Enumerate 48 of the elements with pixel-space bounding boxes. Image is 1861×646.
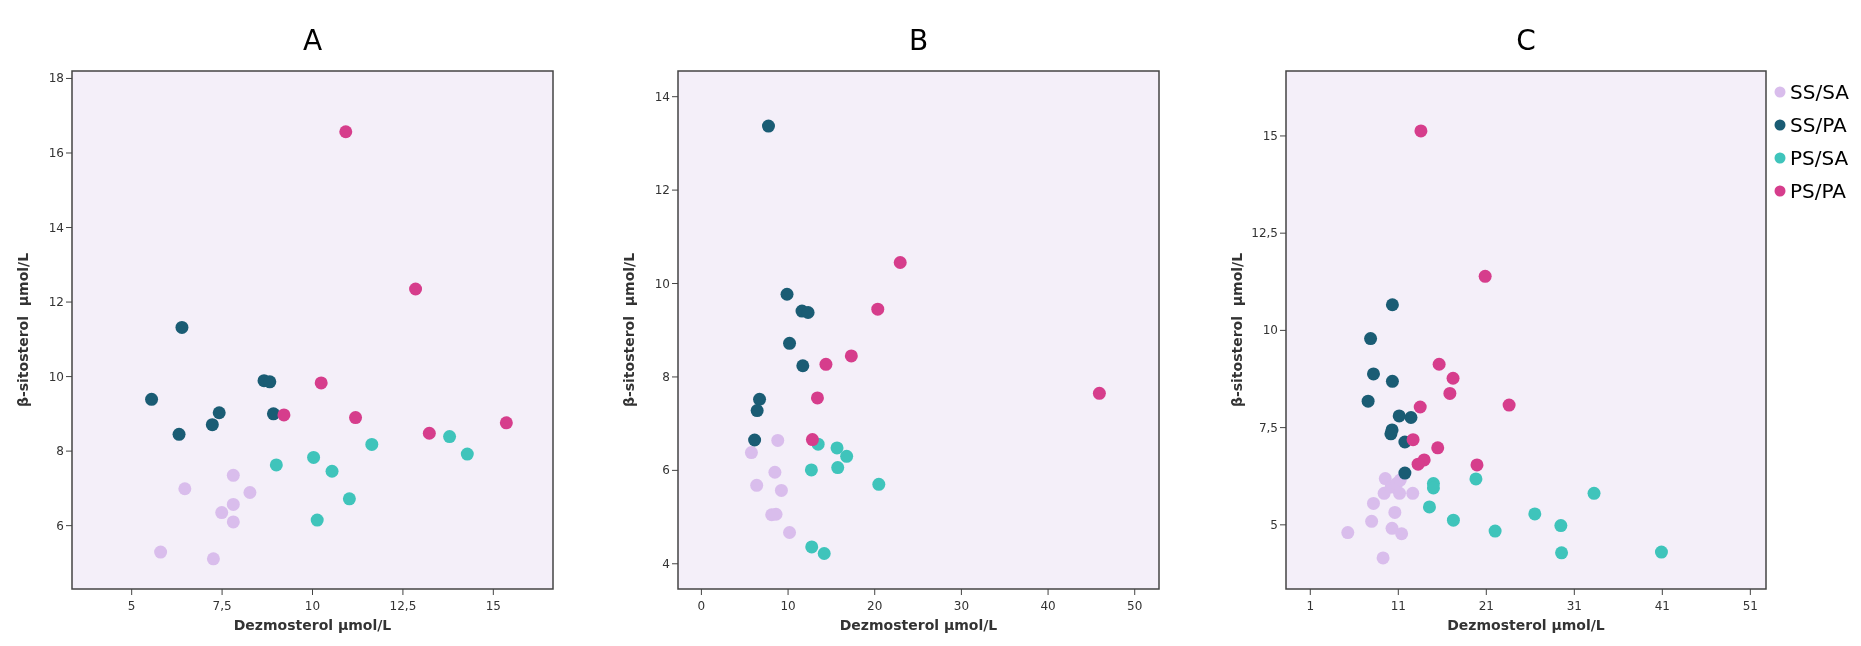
x-tick-label: 7,5 [212,599,232,613]
y-tick-label: 18 [48,71,64,86]
chart-title: C [1516,24,1536,57]
y-tick-label: 10 [48,369,64,384]
y-tick-label: 14 [654,89,670,104]
x-tick-label: 5 [127,599,136,613]
x-tick-label: 10 [780,599,796,613]
y-tick-label: 10 [654,276,670,291]
x-tick-label: 31 [1566,599,1582,613]
y-axis-title: β-sitosterol µmol/L [621,252,637,408]
chart-title: A [302,24,323,57]
x-tick-label: 11 [1390,599,1406,613]
legend-label: SS/SA [1790,80,1850,104]
x-axis-title: Dezmosterol µmol/L [1447,617,1605,633]
x-tick-label: 1 [1306,599,1315,613]
x-tick-label: 0 [697,599,706,613]
x-axis-title: Dezmosterol µmol/L [839,617,998,633]
x-tick-label: 30 [953,599,970,613]
y-axis-title: β-sitosterol µmol/L [15,252,31,408]
x-tick-label: 10 [304,599,321,613]
x-tick-label: 15 [485,599,501,613]
chart-title: B [908,24,929,57]
x-tick-label: 50 [1127,599,1143,613]
y-tick-label: 12 [654,183,670,198]
legend-label: SS/PA [1790,113,1847,137]
y-tick-label: 12 [48,295,64,310]
y-tick-label: 10 [1262,323,1278,338]
y-tick-label: 5 [1270,517,1278,532]
x-tick-label: 40 [1040,599,1056,613]
y-tick-label: 8 [662,369,670,384]
y-tick-label: 15 [1262,128,1278,143]
x-tick-label: 12,5 [389,599,417,613]
y-tick-label: 14 [48,220,64,235]
y-axis-title: β-sitosterol µmol/L [1229,252,1245,408]
x-tick-label: 21 [1478,599,1494,613]
x-axis-title: Dezmosterol µmol/L [233,617,392,633]
legend-label: PS/PA [1790,179,1847,203]
y-tick-label: 8 [56,444,64,459]
legend-label: PS/SA [1790,146,1849,170]
y-tick-label: 7,5 [1258,420,1278,435]
x-tick-label: 41 [1654,599,1670,613]
y-tick-label: 12,5 [1251,226,1278,241]
y-tick-label: 6 [56,518,64,533]
y-tick-label: 6 [662,463,670,478]
x-tick-label: 20 [867,599,883,613]
y-tick-label: 4 [662,556,670,571]
y-tick-label: 16 [48,145,64,160]
x-tick-label: 51 [1742,599,1758,613]
